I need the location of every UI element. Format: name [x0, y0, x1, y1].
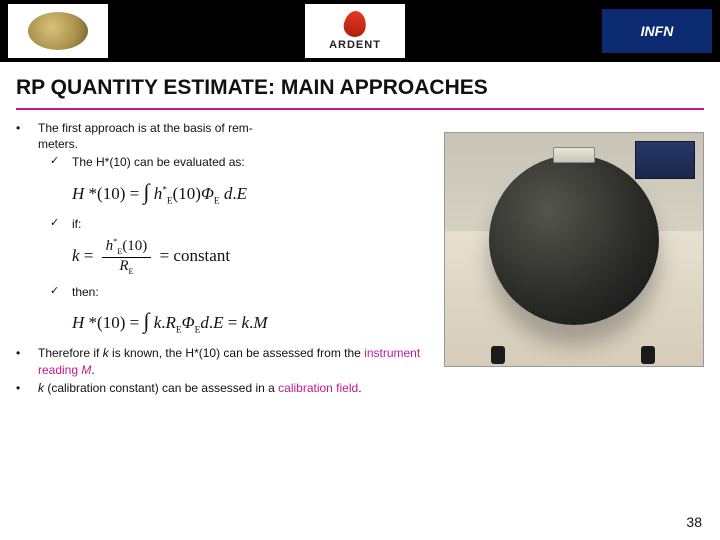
header-band: ARDENT INFN [0, 0, 720, 62]
bullet-dot: • [16, 345, 38, 377]
foot-right [641, 346, 655, 364]
bullet-dot: • [16, 380, 38, 396]
shelf-icon [635, 141, 695, 179]
bullet-1: • The first approach is at the basis of … [16, 120, 432, 152]
check-2-text: if: [72, 216, 432, 232]
check-1-text: The H*(10) can be evaluated as: [72, 154, 432, 170]
detector-head [553, 147, 595, 163]
bullet-3: • k (calibration constant) can be assess… [16, 380, 432, 396]
image-column [444, 120, 704, 398]
check-3-text: then: [72, 284, 432, 300]
slide-title-block: RP QUANTITY ESTIMATE: MAIN APPROACHES [0, 62, 720, 104]
bullet-1-text: The first approach is at the basis of re… [38, 120, 432, 152]
formula-1: H *(10) = ∫ h*E(10)ΦE d.E [72, 177, 432, 208]
header-logo-ardent: ARDENT [305, 4, 405, 58]
formula-3: H *(10) = ∫ k.REΦEd.E = k.M [72, 306, 432, 337]
formula-2-tail: = constant [160, 246, 231, 265]
header-logo-left [8, 4, 108, 58]
text-column: • The first approach is at the basis of … [16, 120, 432, 398]
rem-meter-sphere [489, 155, 659, 325]
header-logo-infn: INFN [602, 9, 712, 53]
formula-2: k = h*E(10) RE = constant [72, 238, 432, 277]
page-number: 38 [686, 514, 702, 530]
check-3: ✓ then: [50, 284, 432, 300]
foot-left [491, 346, 505, 364]
infn-text: INFN [641, 23, 674, 39]
checkmark-icon: ✓ [50, 284, 72, 300]
check-2: ✓ if: [50, 216, 432, 232]
bullet-dot: • [16, 120, 38, 152]
checkmark-icon: ✓ [50, 216, 72, 232]
content-area: • The first approach is at the basis of … [0, 110, 720, 398]
bullet-2-text: Therefore if k is known, the H*(10) can … [38, 345, 432, 377]
flame-icon [342, 10, 367, 39]
bullet-3-text: k (calibration constant) can be assessed… [38, 380, 432, 396]
bullet-2: • Therefore if k is known, the H*(10) ca… [16, 345, 432, 377]
ardent-text: ARDENT [329, 39, 381, 51]
slide-title: RP QUANTITY ESTIMATE: MAIN APPROACHES [16, 76, 704, 100]
check-1: ✓ The H*(10) can be evaluated as: [50, 154, 432, 170]
coin-icon [28, 12, 88, 50]
instrument-photo [444, 132, 704, 367]
bullet-1-line2: meters. [38, 137, 78, 151]
bullet-1-line1: The first approach is at the basis of re… [38, 121, 253, 135]
checkmark-icon: ✓ [50, 154, 72, 170]
